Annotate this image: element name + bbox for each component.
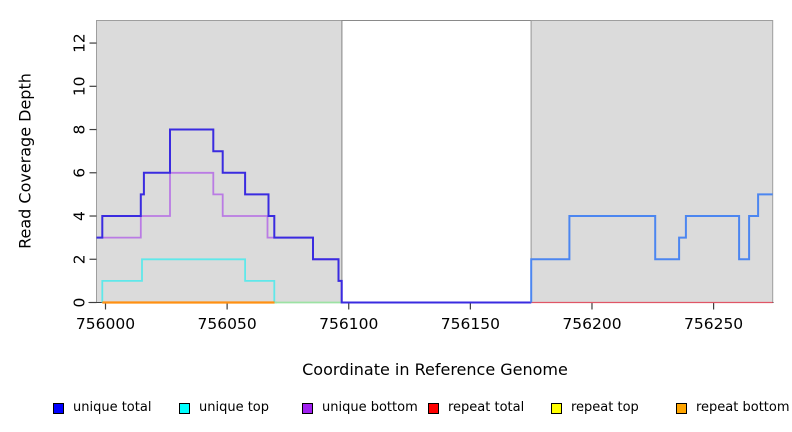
- x-axis-title: Coordinate in Reference Genome: [302, 360, 568, 379]
- legend-item-unique-total: unique total: [53, 398, 151, 418]
- x-tick-label: 756250: [684, 315, 743, 333]
- legend-swatch-unique-total: [53, 402, 64, 414]
- y-tick-label: 4: [71, 211, 89, 221]
- uncovered-gap: [341, 20, 532, 303]
- x-tick-label: 756150: [441, 315, 500, 333]
- legend-item-unique-bottom: unique bottom: [302, 398, 418, 418]
- x-tick-label: 756100: [319, 315, 378, 333]
- y-tick-label: 12: [71, 33, 89, 53]
- x-tick-label: 756200: [562, 315, 621, 333]
- series-unique-total-left-block-: [96, 128, 532, 304]
- legend-item-unique-top: unique top: [179, 398, 269, 418]
- legend-label: repeat total: [448, 400, 525, 415]
- y-axis-title: Read Coverage Depth: [15, 73, 35, 249]
- series-total-coverage-right-block-: [530, 193, 773, 303]
- legend-label: repeat top: [571, 400, 639, 415]
- legend-label: unique top: [199, 400, 270, 415]
- y-tick-label: 2: [71, 254, 89, 264]
- y-tick-label: 0: [71, 298, 89, 308]
- legend-swatch-unique-top: [179, 402, 190, 414]
- legend-swatch-unique-bottom: [302, 402, 313, 414]
- legend-item-repeat-bottom: repeat bottom: [676, 398, 790, 418]
- legend-label: repeat bottom: [696, 400, 790, 415]
- y-tick-label: 10: [71, 76, 89, 96]
- legend-label: unique total: [73, 400, 152, 415]
- covered-region-left: [96, 20, 343, 303]
- y-tick-label: 8: [71, 125, 89, 135]
- covered-region-right: [530, 20, 774, 303]
- legend: unique total unique top unique bottom repea…: [0, 398, 792, 420]
- legend-item-repeat-total: repeat total: [428, 398, 524, 418]
- legend-swatch-repeat-bottom: [676, 402, 687, 414]
- legend-label: unique bottom: [322, 400, 418, 415]
- legend-swatch-repeat-total: [428, 402, 439, 414]
- x-tick-label: 756000: [76, 315, 135, 333]
- y-tick-label: 6: [71, 168, 89, 178]
- series-unique-top: [101, 258, 277, 304]
- x-tick-label: 756050: [198, 315, 257, 333]
- plot-area: 756000 756050 756100 756150 756200 756250 0 2 4 6…: [71, 20, 774, 333]
- legend-item-repeat-top: repeat top: [551, 398, 639, 418]
- legend-swatch-repeat-top: [551, 402, 562, 414]
